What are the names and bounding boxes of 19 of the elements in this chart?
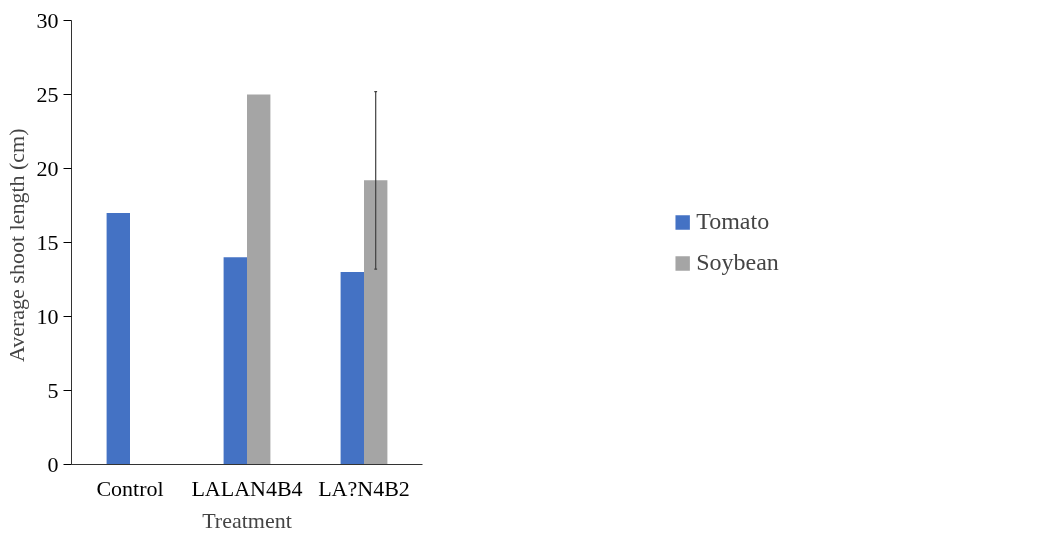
x-axis-title: Treatment [202,507,292,533]
bar [364,180,388,465]
y-tick-label: 30 [36,7,59,33]
y-tick-label: 15 [36,229,59,255]
y-tick-label: 5 [47,377,59,403]
legend-label: Soybean [696,249,779,276]
x-tick-label: LALAN4B4 [191,475,303,501]
legend-label: Tomato [696,208,770,235]
x-tick-label: Control [96,475,164,501]
bar [106,212,130,465]
y-tick-label: 25 [36,81,59,107]
bar [223,257,247,465]
y-tick-label: 10 [36,303,59,329]
y-tick-label: 20 [36,155,59,181]
bar [340,272,364,465]
y-axis-title: Average shoot length (cm) [3,128,29,363]
x-tick-label: LA?N4B2 [318,475,410,501]
y-tick-label: 0 [47,451,59,477]
bar [247,94,271,465]
